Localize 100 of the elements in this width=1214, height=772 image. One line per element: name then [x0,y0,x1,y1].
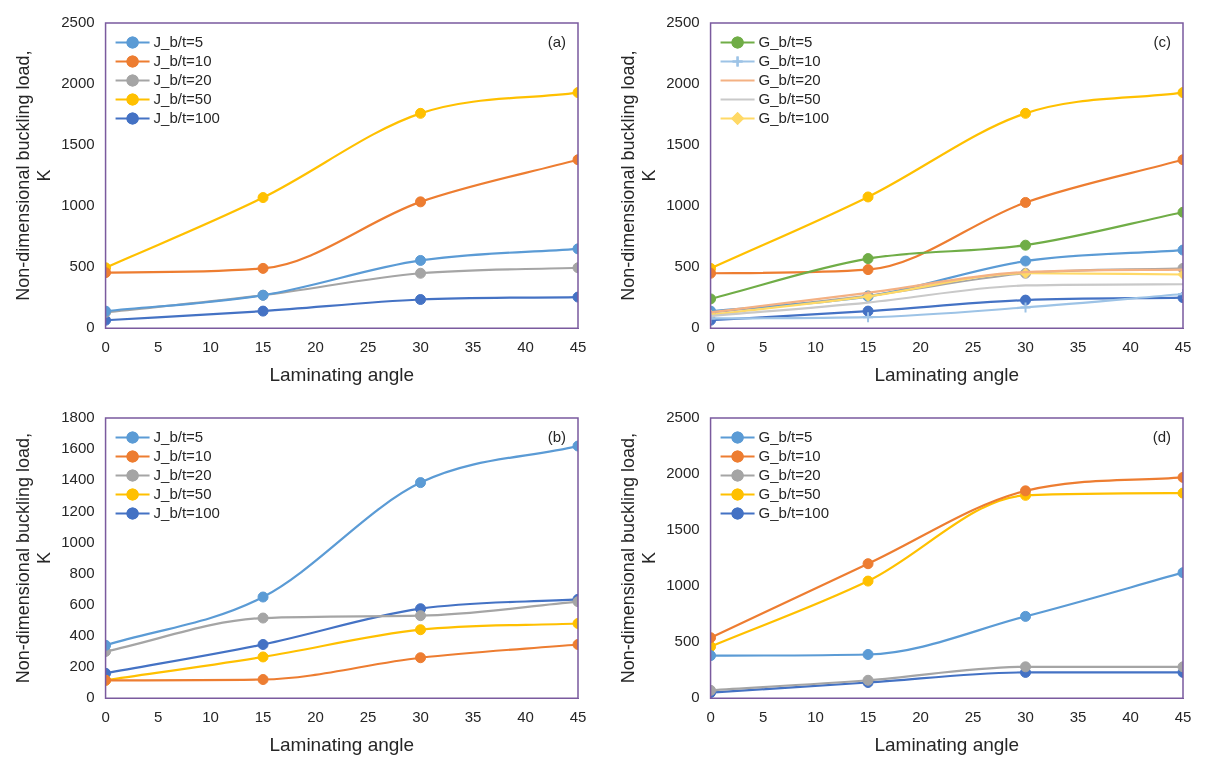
annotation: (c) [1153,32,1171,50]
legend-label: J_b/t=20 [153,70,212,88]
y-tick-label: 1600 [61,439,95,457]
x-tick-label: 40 [1122,708,1139,726]
x-tick-label: 45 [569,338,587,356]
x-tick-label: 30 [1017,708,1034,726]
legend-label: J_b/t=100 [153,108,220,126]
legend-label: G_b/t=20 [758,465,821,483]
x-tick-label: 20 [307,338,324,356]
legend-label: G_b/t=100 [758,503,830,521]
legend-label: G_b/t=10 [758,51,821,69]
legend-label: G_b/t=50 [758,484,821,502]
y-tick-label: 500 [674,257,700,275]
legend-label: J_b/t=10 [153,446,212,464]
x-axis-title: Laminating angle [269,733,415,755]
x-tick-label: 10 [807,708,824,726]
x-tick-label: 30 [412,338,429,356]
legend-label: J_b/t=20 [153,465,212,483]
x-tick-label: 0 [706,708,715,726]
x-tick-label: 25 [359,708,377,726]
x-tick-label: 15 [254,708,272,726]
annotation: (a) [547,32,566,50]
x-tick-label: 5 [758,338,768,356]
y-tick-label: 1500 [666,520,700,538]
x-tick-label: 25 [964,708,982,726]
legend-label: G_b/t=100 [758,108,830,126]
legend-label: G_b/t=20 [758,70,821,88]
x-tick-label: 15 [859,708,877,726]
x-tick-label: 5 [153,708,163,726]
y-tick-label: 0 [691,688,700,706]
x-tick-label: 15 [254,338,272,356]
y-axis-title: Non-dimensional buckling load, K [617,433,660,684]
y-axis-title: Non-dimensional buckling load, K [617,50,660,301]
legend-label: G_b/t=5 [758,427,813,445]
x-tick-label: 35 [1069,338,1087,356]
y-tick-label: 500 [674,632,700,650]
x-tick-label: 0 [706,338,715,356]
y-axis-title: Non-dimensional buckling load, K [12,433,55,684]
x-tick-label: 20 [912,338,929,356]
x-tick-label: 0 [101,338,110,356]
x-tick-label: 35 [464,338,482,356]
y-tick-label: 1200 [61,501,95,519]
y-tick-label: 1000 [61,532,95,550]
y-tick-label: 500 [69,257,95,275]
x-tick-label: 30 [412,708,429,726]
y-tick-label: 2500 [666,408,700,426]
x-tick-label: 20 [307,708,324,726]
legend-label: J_b/t=10 [153,51,212,69]
legend-label: G_b/t=10 [758,446,821,464]
x-tick-label: 10 [202,708,219,726]
x-tick-label: 40 [517,338,534,356]
x-axis-title: Laminating angle [874,363,1020,385]
y-tick-label: 1800 [61,408,95,426]
legend-label: G_b/t=5 [758,32,813,50]
legend-label: J_b/t=5 [153,427,204,445]
x-tick-label: 0 [101,708,110,726]
y-tick-label: 2000 [61,74,95,92]
legend-label: J_b/t=100 [153,503,220,521]
x-tick-label: 25 [964,338,982,356]
x-tick-label: 10 [807,338,824,356]
y-tick-label: 1000 [61,196,95,214]
legend-label: J_b/t=5 [153,32,204,50]
y-tick-label: 1000 [666,576,700,594]
y-tick-label: 1400 [61,470,95,488]
y-tick-label: 0 [86,318,95,336]
legend-label: J_b/t=50 [153,484,212,502]
x-tick-label: 40 [1122,338,1139,356]
x-tick-label: 5 [153,338,163,356]
x-tick-label: 30 [1017,338,1034,356]
y-tick-label: 0 [691,318,700,336]
x-tick-label: 20 [912,708,929,726]
x-tick-label: 45 [569,708,587,726]
y-tick-label: 1500 [666,135,700,153]
x-tick-label: 35 [464,708,482,726]
y-tick-label: 2000 [666,464,700,482]
x-tick-label: 15 [859,338,877,356]
legend-label: J_b/t=50 [153,89,212,107]
y-tick-label: 0 [86,688,95,706]
x-tick-label: 45 [1174,338,1192,356]
y-tick-label: 2000 [666,74,700,92]
y-tick-label: 1500 [61,135,95,153]
x-tick-label: 25 [359,338,377,356]
x-tick-label: 5 [758,708,768,726]
x-tick-label: 45 [1174,708,1192,726]
legend-label: G_b/t=50 [758,89,821,107]
y-tick-label: 1000 [666,196,700,214]
y-tick-label: 400 [69,626,95,644]
y-tick-label: 600 [69,594,95,612]
annotation: (d) [1152,427,1171,445]
y-tick-label: 2500 [61,13,95,31]
y-tick-label: 2500 [666,13,700,31]
x-tick-label: 10 [202,338,219,356]
y-tick-label: 200 [69,657,95,675]
x-tick-label: 35 [1069,708,1087,726]
x-axis-title: Laminating angle [874,733,1020,755]
y-tick-label: 800 [69,563,95,581]
annotation: (b) [547,427,566,445]
x-tick-label: 40 [517,708,534,726]
x-axis-title: Laminating angle [269,363,415,385]
y-axis-title: Non-dimensional buckling load, K [12,50,55,301]
